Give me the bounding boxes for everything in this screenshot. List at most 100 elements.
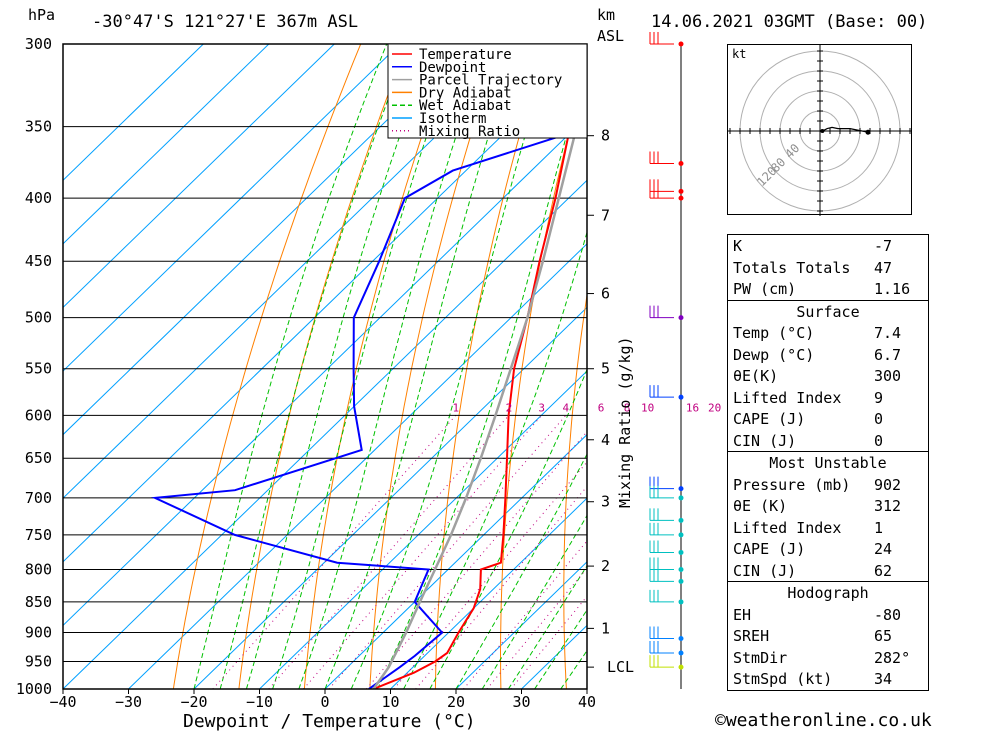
isotherm-line	[63, 44, 401, 372]
hodograph-index-label: StmDir	[733, 648, 788, 667]
isotherm-line	[63, 44, 270, 245]
hodograph-section-title: Hodograph	[787, 584, 869, 602]
pressure-tick-label: 750	[25, 526, 52, 544]
mixing-ratio-line	[268, 414, 510, 689]
wet-adiabat-line	[350, 44, 554, 689]
most-unstable-index-label: Lifted Index	[733, 518, 842, 537]
surface-section-title: Surface	[796, 302, 860, 321]
surface-index-label: CAPE (J)	[733, 410, 806, 428]
wind-level-dot	[678, 664, 684, 670]
x-tick-label: −20	[180, 693, 207, 711]
wind-level-dot	[678, 41, 684, 47]
wind-level-dot	[678, 188, 684, 194]
legend-label: Isotherm	[419, 111, 486, 127]
wind-profile	[649, 32, 684, 689]
general-index-row: K -7	[728, 235, 928, 257]
most-unstable-index-row: Lifted Index 1	[728, 517, 928, 539]
pressure-tick-label: 400	[25, 189, 52, 207]
hodograph-index-label: EH	[733, 605, 752, 624]
mixing-ratio-label: 20	[708, 401, 721, 414]
hodograph-index-value: 282°	[874, 648, 911, 667]
most-unstable-index-row: CAPE (J) 24	[728, 538, 928, 560]
x-tick-label: −30	[115, 693, 142, 711]
copyright-link[interactable]: ©weatheronline.co.uk	[715, 710, 932, 731]
mixing-ratio-label: 1	[453, 401, 460, 414]
x-axis-label: Dewpoint / Temperature (°C)	[183, 711, 476, 732]
wind-level-dot	[678, 486, 684, 492]
pressure-tick-label: 950	[25, 653, 52, 671]
wet-adiabat-line	[376, 61, 587, 689]
isotherm-line	[63, 115, 587, 627]
legend-label: Wet Adiabat	[419, 98, 512, 114]
dry-adiabat-line	[172, 44, 362, 689]
hodograph-index-row: SREH 65	[728, 625, 928, 647]
surface-index-row: Dewp (°C) 6.7	[728, 344, 928, 366]
wind-level-dot	[678, 161, 684, 167]
hodograph-trace	[822, 126, 869, 133]
general-index-row: Totals Totals 47	[728, 257, 928, 279]
general-index-label: K	[733, 237, 743, 255]
hodograph-index-row: StmDir 282°	[728, 647, 928, 669]
wind-level-dot	[678, 599, 684, 605]
wind-level-dot	[678, 532, 684, 538]
most-unstable-index-value: 24	[874, 540, 893, 558]
km-tick-label: 1	[601, 619, 610, 637]
general-index-value: 47	[874, 258, 893, 277]
pressure-tick-label: 500	[25, 309, 52, 327]
mixing-ratio-axis-label: Mixing Ratio (g/kg)	[616, 336, 634, 508]
general-index-row: PW (cm) 1.16	[728, 278, 928, 300]
pressure-tick-label: 600	[25, 406, 52, 424]
wind-level-dot	[678, 394, 684, 400]
isotherm-line	[63, 44, 204, 181]
km-tick-label: 2	[601, 557, 610, 575]
mixing-ratio-label: 8	[624, 401, 631, 414]
mixing-ratio-label: 10	[641, 401, 654, 414]
x-tick-label: 10	[381, 693, 399, 711]
hodograph-index-label: StmSpd (kt)	[733, 670, 833, 688]
surface-index-row: CAPE (J) 0	[728, 408, 928, 430]
legend-label: Dewpoint	[419, 60, 486, 76]
mixing-ratio-label: 16	[686, 401, 699, 414]
most-unstable-index-value: 312	[874, 497, 902, 515]
surface-index-row: Lifted Index 9	[728, 387, 928, 409]
pressure-tick-label: 450	[25, 252, 52, 270]
pressure-tick-label: 550	[25, 360, 52, 378]
wind-level-dot	[678, 650, 684, 656]
hodograph-index-label: SREH	[733, 627, 770, 645]
surface-index-value: 6.7	[874, 345, 902, 364]
dry-adiabat-line	[369, 44, 501, 689]
pressure-tick-label: 300	[25, 35, 52, 53]
wet-adiabat-line	[298, 44, 488, 689]
pressure-tick-label: 350	[25, 118, 52, 136]
km-tick-label: 7	[601, 206, 610, 224]
wind-level-dot	[678, 635, 684, 641]
isotherm-line	[63, 44, 532, 499]
mixing-ratio-line	[212, 414, 457, 689]
mixing-ratio-label: 3	[538, 401, 545, 414]
hpa-unit-label: hPa	[28, 6, 56, 24]
hodograph-end-dot	[865, 129, 871, 135]
lcl-label: LCL	[607, 658, 634, 676]
x-tick-label: 40	[578, 693, 596, 711]
wind-level-dot	[678, 578, 684, 584]
temperature-profile-line	[373, 81, 587, 689]
pressure-tick-label: 650	[25, 449, 52, 467]
isotherm-line	[390, 497, 587, 689]
most-unstable-index-row: Pressure (mb) 902	[728, 474, 928, 496]
dry-adiabat-line	[684, 44, 732, 689]
wind-level-dot	[678, 566, 684, 572]
pressure-tick-label: 900	[25, 624, 52, 642]
most-unstable-index-label: θE (K)	[733, 497, 788, 515]
wet-adiabat-line	[219, 44, 410, 689]
general-index-label: PW (cm)	[733, 280, 797, 298]
km-tick-label: 5	[601, 360, 610, 378]
wind-level-dot	[678, 517, 684, 523]
mixing-ratio-line	[328, 414, 567, 689]
hodograph-index-row: StmSpd (kt) 34	[728, 668, 928, 690]
pressure-tick-label: 850	[25, 593, 52, 611]
x-tick-label: 20	[447, 693, 465, 711]
isotherm-line	[128, 243, 587, 689]
plot-frame	[62, 43, 588, 690]
